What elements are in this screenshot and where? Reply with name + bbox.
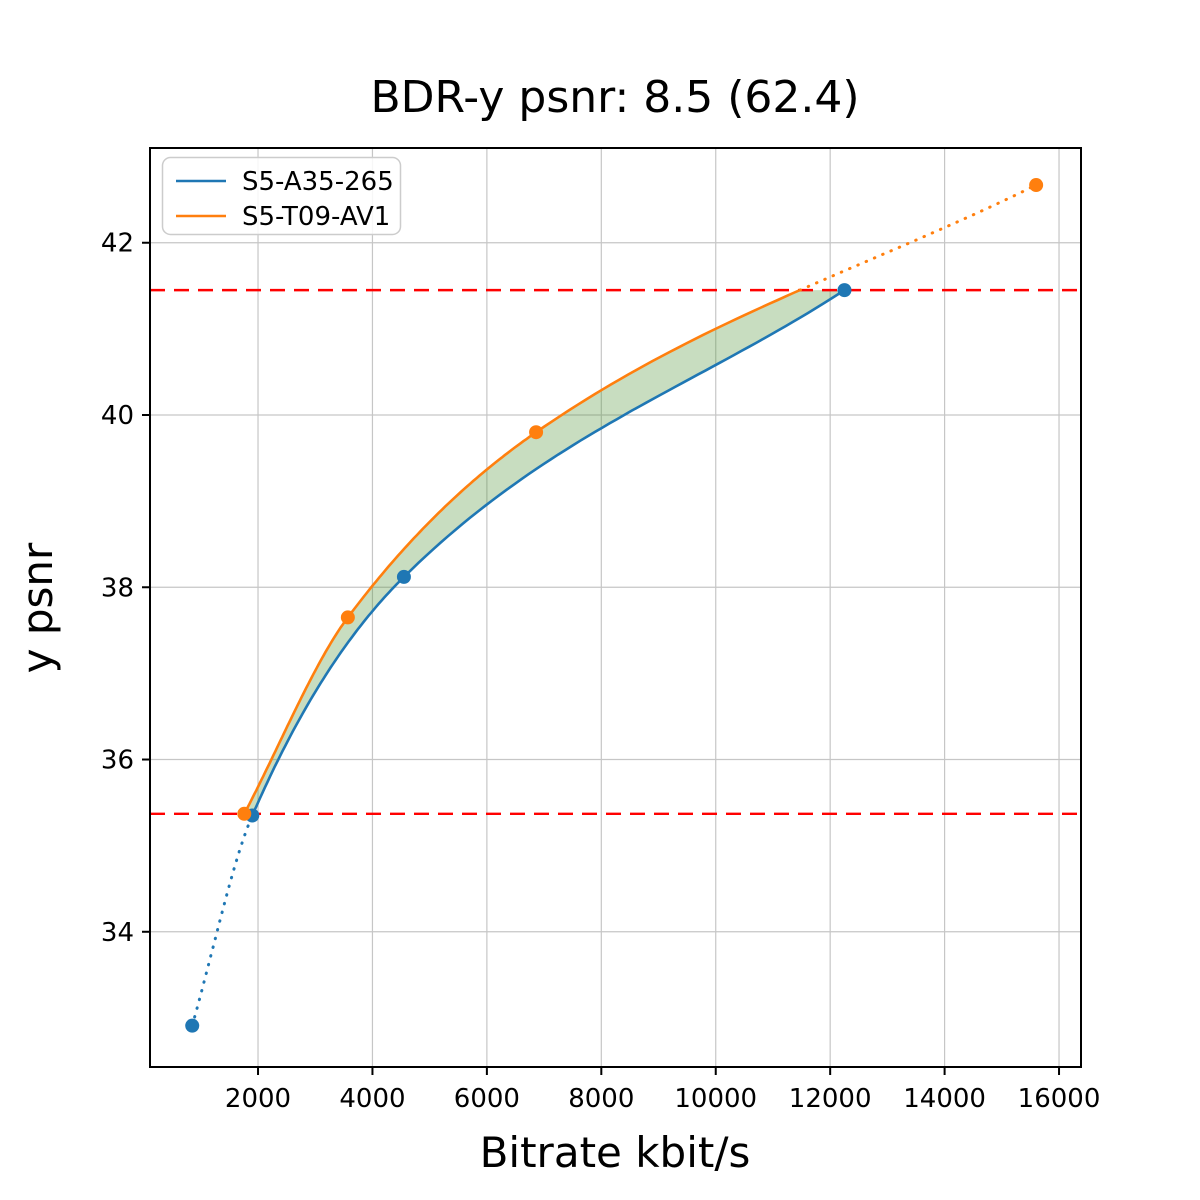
y-tick-label-36: 36	[101, 746, 134, 776]
series-line-dotted-S5-A35-265	[190, 814, 254, 1028]
series-curves-layer	[185, 178, 1044, 1033]
data-point-S5-T09-AV1	[340, 610, 355, 625]
x-tick-label-8000: 8000	[568, 1084, 634, 1114]
series-line-S5-A35-265	[251, 288, 846, 817]
legend: S5-A35-265 S5-T09-AV1	[161, 156, 402, 236]
x-tick-label-14000: 14000	[903, 1084, 986, 1114]
data-point-S5-T09-AV1	[1029, 178, 1044, 193]
x-tick-label-10000: 10000	[674, 1084, 757, 1114]
x-tick-label-16000: 16000	[1018, 1084, 1101, 1114]
y-tick-label-34: 34	[101, 918, 134, 948]
x-tick-label-2000: 2000	[225, 1084, 291, 1114]
bd-gain-area-layer	[244, 290, 845, 816]
data-point-S5-A35-265	[837, 283, 852, 298]
data-point-S5-T09-AV1	[237, 806, 252, 821]
axes-layer: 2000 4000 6000 8000 10000 12000 14000 16000 34 36…	[101, 147, 1101, 1114]
data-point-S5-T09-AV1	[529, 425, 544, 440]
plot-border	[149, 147, 1082, 1068]
series-line-S5-T09-AV1	[243, 288, 802, 816]
y-tick-label-42: 42	[101, 229, 134, 259]
bd-gain-area	[244, 290, 845, 816]
data-point-S5-A35-265	[396, 569, 411, 584]
x-tick-label-12000: 12000	[789, 1084, 872, 1114]
x-axis-label: Bitrate kbit/s	[480, 1128, 751, 1177]
y-axis-label: y psnr	[13, 542, 62, 673]
legend-label-s5-t09-av1: S5-T09-AV1	[242, 202, 390, 232]
bd-limit-lines-layer	[150, 288, 1081, 815]
x-tick-label-4000: 4000	[339, 1084, 405, 1114]
series-line-dotted-S5-T09-AV1	[798, 183, 1038, 292]
chart-title: BDR-y psnr: 8.5 (62.4)	[370, 72, 859, 123]
x-tick-label-6000: 6000	[454, 1084, 520, 1114]
data-point-S5-A35-265	[185, 1018, 200, 1033]
y-tick-label-40: 40	[101, 401, 134, 431]
y-tick-label-38: 38	[101, 573, 134, 603]
legend-label-s5-a35-265: S5-A35-265	[242, 167, 394, 197]
grid-layer	[150, 148, 1081, 1067]
